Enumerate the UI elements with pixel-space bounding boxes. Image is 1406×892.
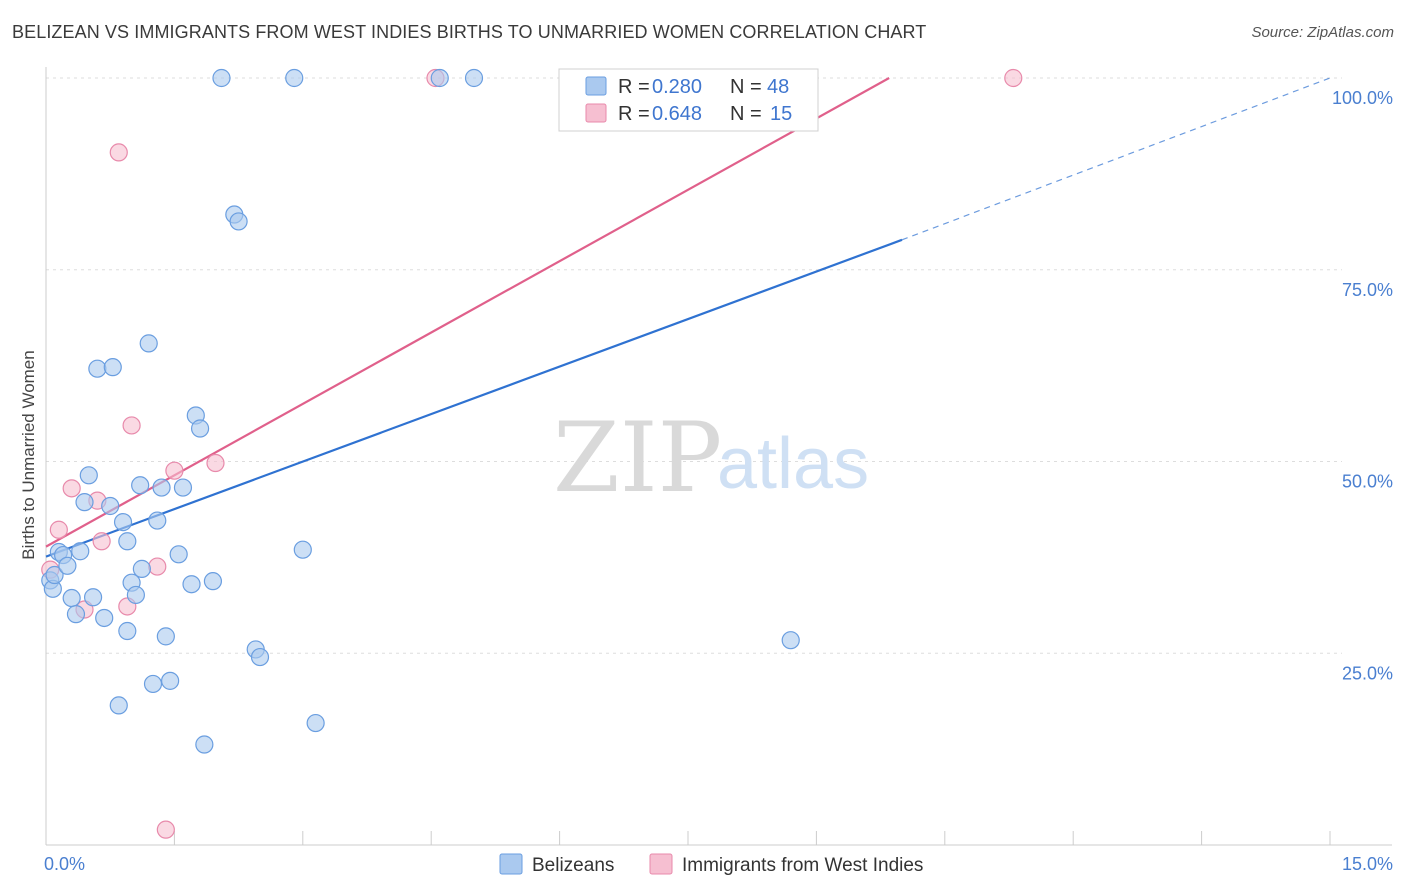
point-belizeans [66, 605, 86, 624]
point-belizeans [79, 466, 98, 485]
point-belizeans [139, 334, 158, 353]
series-swatch-west-indies [649, 853, 673, 875]
source-label: Source: ZipAtlas.com [1251, 24, 1394, 41]
point-belizeans [143, 674, 163, 694]
point-belizeans [45, 565, 64, 585]
point-belizeans [62, 588, 81, 608]
legend-r-value-1: 0.280 [652, 76, 702, 98]
point-belizeans [229, 212, 248, 231]
y-tick-label: 75.0% [1342, 280, 1393, 300]
point-belizeans [182, 575, 201, 594]
point-west-indies [156, 820, 175, 839]
legend-r-label-2: R = [618, 103, 650, 125]
legend-n-label-1: N = [730, 76, 762, 98]
point-west-indies [165, 461, 184, 480]
series-legend: Belizeans Immigrants from West Indies [499, 853, 923, 876]
trendline-west-indies [45, 77, 890, 548]
legend-r-value-2: 0.648 [652, 103, 702, 125]
point-belizeans [118, 621, 137, 641]
y-tick-label: 50.0% [1342, 472, 1393, 492]
point-belizeans [152, 478, 171, 497]
x-tick-label: 15.0% [1342, 854, 1393, 874]
point-belizeans [131, 476, 150, 495]
point-belizeans [195, 735, 214, 754]
point-west-indies [206, 453, 225, 473]
point-belizeans [58, 556, 77, 575]
point-belizeans [293, 540, 312, 559]
point-belizeans [83, 588, 103, 607]
point-belizeans [126, 585, 145, 605]
legend-n-label-2: N = [730, 103, 762, 125]
point-belizeans [95, 608, 114, 628]
trendline-belizeans-extension [901, 77, 1331, 241]
legend: R = 0.280 N = 48 R = 0.648 N = 15 [558, 68, 819, 132]
point-belizeans [173, 478, 193, 497]
point-belizeans [161, 671, 180, 690]
point-belizeans [212, 68, 231, 88]
point-belizeans [148, 511, 167, 530]
point-belizeans [88, 359, 107, 378]
point-belizeans [103, 358, 122, 377]
series-label-belizeans: Belizeans [532, 855, 614, 876]
legend-swatch-west-indies [585, 103, 607, 123]
chart-title: BELIZEAN VS IMMIGRANTS FROM WEST INDIES … [12, 22, 927, 42]
point-west-indies [49, 520, 68, 539]
point-belizeans [285, 68, 304, 88]
point-belizeans [203, 572, 223, 591]
point-belizeans [113, 512, 133, 532]
point-west-indies [148, 557, 167, 576]
point-belizeans [169, 545, 188, 564]
point-belizeans [118, 532, 137, 551]
watermark-zip: ZIP [553, 402, 722, 514]
point-belizeans [464, 68, 484, 88]
point-belizeans [430, 68, 449, 88]
point-belizeans [132, 559, 151, 578]
point-belizeans [306, 713, 325, 733]
watermark: ZIP atlas [553, 402, 869, 514]
watermark-atlas: atlas [717, 424, 869, 504]
trendline-belizeans [45, 238, 903, 558]
point-belizeans [109, 696, 128, 715]
point-west-indies [122, 416, 141, 435]
legend-n-value-1: 48 [767, 76, 789, 98]
point-belizeans [250, 647, 270, 667]
point-belizeans [71, 542, 90, 561]
y-tick-label: 100.0% [1332, 88, 1393, 108]
point-west-indies [62, 479, 81, 498]
y-axis-label: Births to Unmarried Women [19, 350, 38, 559]
point-west-indies [1004, 68, 1023, 88]
point-west-indies [92, 532, 111, 551]
legend-swatch-belizeans [585, 76, 607, 96]
legend-n-value-2: 15 [770, 103, 792, 125]
legend-r-label-1: R = [618, 76, 650, 98]
point-west-indies [109, 143, 128, 162]
x-tick-label: 0.0% [44, 854, 85, 874]
point-belizeans [781, 631, 800, 650]
point-belizeans [75, 493, 94, 512]
series-swatch-belizeans [499, 853, 523, 875]
series-label-west-indies: Immigrants from West Indies [682, 855, 923, 876]
point-belizeans [101, 496, 120, 516]
point-belizeans [190, 419, 210, 438]
point-belizeans [156, 627, 175, 646]
y-tick-label: 25.0% [1342, 663, 1393, 683]
